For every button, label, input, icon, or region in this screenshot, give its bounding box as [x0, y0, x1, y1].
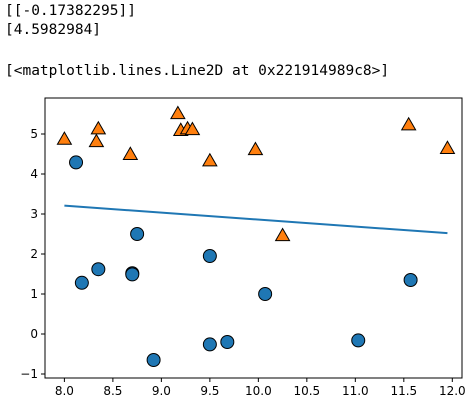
regression-line — [64, 204, 448, 235]
x-tick-label: 8.0 — [55, 384, 74, 398]
circle-point — [403, 273, 418, 287]
axis-tick-labels: 8.0 8.5 9.0 9.5 10.0 10.5 11.0 11.5 12.0 −1 0 1 2 3 4 5 — [20, 127, 465, 398]
output-line-coef: [[-0.17382295]] — [5, 3, 136, 19]
triangle-point — [88, 133, 105, 148]
triangle-point — [184, 121, 201, 136]
circle-point — [125, 267, 140, 282]
circle-point — [351, 333, 366, 348]
y-tick-label: 5 — [30, 127, 38, 141]
x-tick-label: 11.0 — [342, 384, 369, 398]
triangle-point — [202, 152, 218, 167]
x-tick-label: 10.5 — [293, 384, 320, 398]
output-line-intercept: [4.5982984] — [5, 22, 102, 38]
y-tick-label: 2 — [30, 247, 38, 261]
triangle-point — [274, 227, 291, 242]
circle-point — [258, 287, 273, 301]
y-tick-label: 4 — [30, 167, 38, 181]
output-line-line2d-repr: [<matplotlib.lines.Line2D at 0x221914989… — [5, 63, 390, 79]
circle-point — [146, 353, 161, 367]
x-tick-label: 10.0 — [245, 384, 272, 398]
axes-frame — [44, 97, 463, 379]
triangle-point — [400, 116, 417, 131]
regression-line-group — [64, 204, 448, 235]
x-tick-label: 8.5 — [103, 384, 122, 398]
circle-point — [74, 275, 89, 290]
circle-point — [220, 335, 235, 349]
triangle-point — [56, 131, 73, 145]
triangle-point — [122, 146, 139, 160]
circle-point — [130, 227, 145, 241]
circle-point — [202, 337, 217, 352]
circle-point — [69, 155, 84, 170]
triangle-point — [170, 105, 186, 120]
axis-ticks — [41, 133, 453, 382]
y-tick-label: −1 — [20, 367, 38, 381]
x-tick-label: 11.5 — [390, 384, 417, 398]
circle-point — [91, 262, 106, 277]
x-tick-label: 9.5 — [200, 384, 219, 398]
triangle-point — [439, 140, 456, 154]
triangle-point — [247, 141, 264, 156]
x-tick-label: 9.0 — [152, 384, 171, 398]
y-tick-label: 0 — [30, 327, 38, 341]
y-tick-label: 1 — [30, 287, 38, 301]
x-tick-label: 12.0 — [439, 384, 466, 398]
circle-point — [202, 249, 217, 263]
triangle-point — [90, 120, 107, 135]
y-tick-label: 3 — [30, 207, 38, 221]
data-points — [56, 105, 456, 367]
